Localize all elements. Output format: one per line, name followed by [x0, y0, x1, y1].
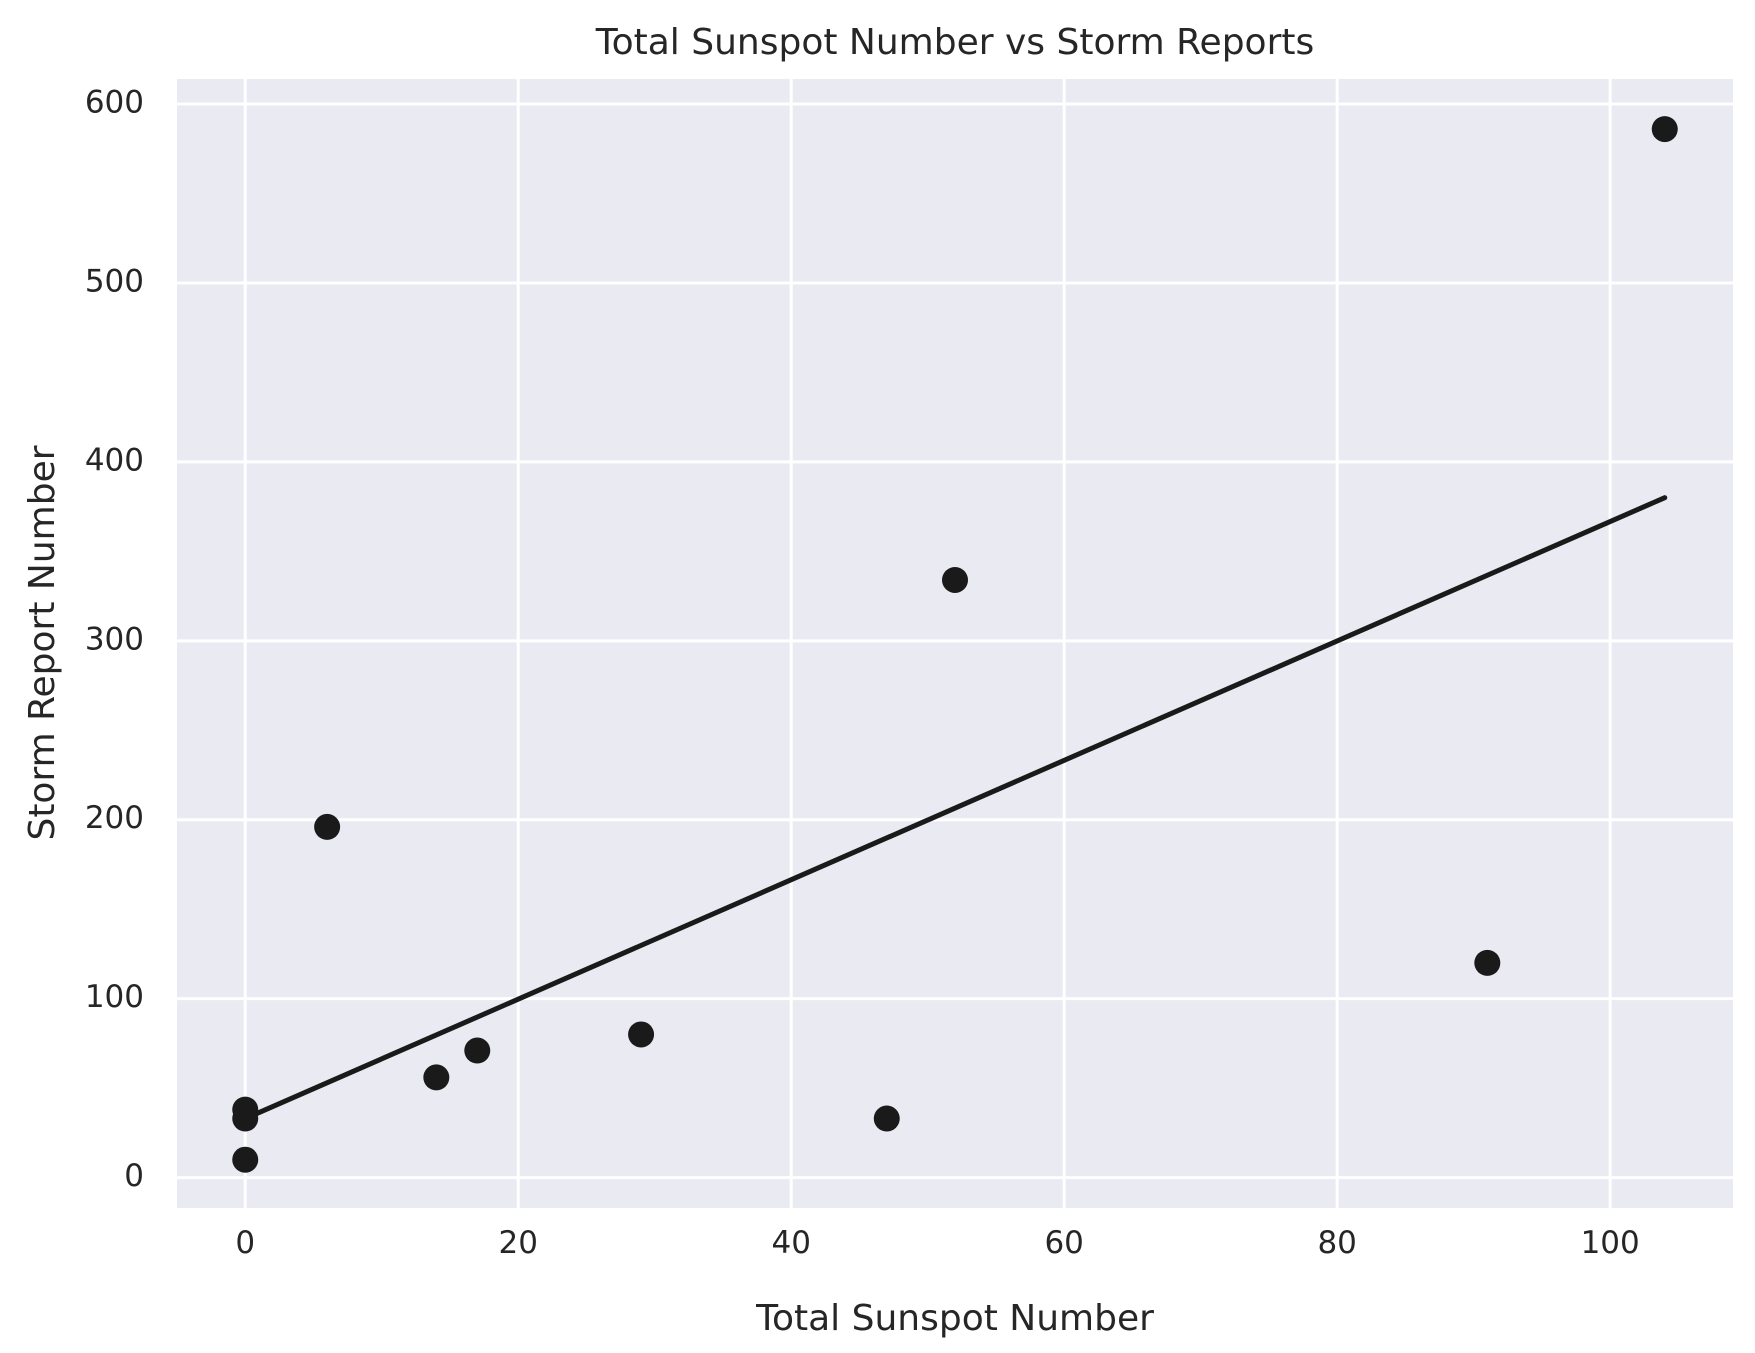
x-tick-label: 100: [1581, 1225, 1640, 1261]
y-tick-label: 300: [85, 621, 144, 657]
x-tick-label: 60: [1044, 1225, 1083, 1261]
regression-line: [242, 495, 1668, 1122]
x-tick-label: 0: [235, 1225, 255, 1261]
data-point: [873, 1105, 900, 1132]
x-tick-label: 20: [499, 1225, 538, 1261]
data-point: [1474, 949, 1501, 976]
x-tick-labels: 0 20 40 60 80 100: [235, 1225, 1639, 1261]
data-point: [232, 1105, 259, 1132]
y-tick-label: 0: [124, 1158, 144, 1194]
plot-area: [177, 79, 1733, 1208]
x-tick-label: 80: [1317, 1225, 1356, 1261]
data-point: [232, 1146, 259, 1173]
y-tick-label: 200: [85, 800, 144, 836]
y-tick-label: 400: [85, 442, 144, 478]
data-point: [314, 813, 341, 840]
regression-line-layer: [242, 495, 1668, 1122]
data-point: [942, 566, 968, 593]
y-tick-label: 500: [85, 263, 144, 299]
x-tick-label: 40: [771, 1225, 810, 1261]
data-point: [628, 1021, 655, 1048]
y-axis-label: Storm Report Number: [22, 445, 63, 840]
y-tick-label: 100: [85, 979, 144, 1015]
chart-title: Total Sunspot Number vs Storm Reports: [595, 22, 1315, 63]
data-point: [1651, 116, 1678, 143]
data-point: [464, 1037, 491, 1064]
x-axis-label: Total Sunspot Number: [755, 1298, 1154, 1339]
y-tick-labels: 0 100 200 300 400 500 600: [85, 85, 144, 1195]
y-tick-label: 600: [85, 85, 144, 121]
scatter-points: [232, 116, 1678, 1173]
data-point: [423, 1064, 450, 1091]
